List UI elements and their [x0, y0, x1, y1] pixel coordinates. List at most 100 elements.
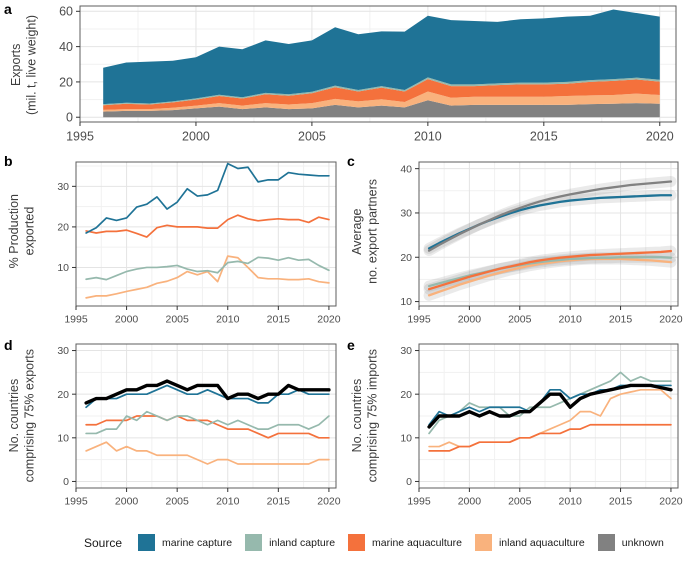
legend-item-unknown: unknown — [597, 534, 664, 551]
panel-c: c Average no. export partners 1995 2000 20… — [343, 148, 685, 332]
svg-text:2015: 2015 — [609, 496, 633, 508]
chart-c-average-export-partners: 1995 2000 2005 2010 2015 2020 10 20 30 40 — [400, 161, 683, 326]
svg-text:2005: 2005 — [165, 496, 189, 508]
svg-text:40: 40 — [400, 163, 412, 175]
svg-text:2000: 2000 — [115, 496, 139, 508]
legend-item-marine-aquaculture: marine aquaculture — [348, 534, 462, 551]
chart-b-percent-production-exported: 1995 2000 2005 2010 2015 2020 10 20 30 — [57, 161, 341, 326]
panel-letter-b: b — [4, 153, 13, 169]
svg-text:2010: 2010 — [216, 314, 240, 326]
y-axis-title-line: No. countries — [7, 379, 22, 453]
y-axis-title-line: No. countries — [350, 379, 365, 453]
panel-d-y-axis-title: No. countries comprising 75% exports — [7, 349, 38, 500]
svg-text:2015: 2015 — [267, 496, 291, 508]
panel-a-y-axis-title: Exports (mil. t, live weight) — [9, 15, 40, 133]
panel-a: a Exports (mil. t, live weight) 1995 2000… — [0, 0, 685, 148]
legend: Source marine capture inland capture mar… — [0, 518, 685, 567]
legend-swatch-marine-aquaculture — [348, 534, 366, 551]
panel-letter-e: e — [347, 337, 355, 353]
svg-text:1995: 1995 — [407, 314, 431, 326]
svg-text:2000: 2000 — [458, 496, 482, 508]
svg-text:10: 10 — [400, 296, 412, 308]
y-axis-title-line: % Production — [7, 193, 22, 269]
legend-item-marine-capture: marine capture — [138, 534, 232, 551]
svg-text:0: 0 — [406, 476, 412, 488]
y-axis-title-line: (mil. t, live weight) — [25, 14, 39, 116]
y-axis-title-line: exported — [23, 206, 37, 256]
panel-letter-a: a — [4, 1, 12, 17]
svg-text:30: 30 — [57, 345, 69, 357]
panel-b-y-axis: b % Production exported — [0, 148, 46, 332]
y-axis-title-line: Average — [350, 207, 365, 255]
svg-text:0: 0 — [63, 476, 69, 488]
legend-swatch-marine-capture — [138, 534, 156, 551]
svg-text:20: 20 — [400, 252, 412, 264]
svg-text:2005: 2005 — [298, 130, 326, 144]
svg-text:1995: 1995 — [66, 130, 94, 144]
panel-b-y-axis-title: % Production exported — [7, 194, 38, 286]
svg-text:2015: 2015 — [530, 130, 558, 144]
svg-text:20: 20 — [57, 389, 69, 401]
svg-text:2005: 2005 — [508, 314, 532, 326]
svg-text:2000: 2000 — [182, 130, 210, 144]
chart-e-countries-75pct-imports: 1995 2000 2005 2010 2015 2020 0 10 20 30 — [400, 343, 683, 508]
svg-text:2010: 2010 — [558, 314, 582, 326]
legend-label: inland capture — [269, 536, 336, 549]
svg-text:2020: 2020 — [317, 496, 341, 508]
y-axis-title-line: no. export partners — [366, 178, 380, 284]
legend-swatch-unknown — [597, 534, 615, 551]
svg-text:1995: 1995 — [407, 496, 431, 508]
svg-text:2010: 2010 — [414, 130, 442, 144]
panel-a-y-axis: a Exports (mil. t, live weight) — [0, 0, 50, 148]
panel-e: e No. countries comprising 75% imports 1… — [343, 332, 685, 518]
panel-letter-c: c — [347, 153, 355, 169]
svg-text:2000: 2000 — [115, 314, 139, 326]
chart-d-countries-75pct-exports: 1995 2000 2005 2010 2015 2020 0 10 20 30 — [57, 343, 341, 508]
svg-text:20: 20 — [57, 222, 69, 234]
svg-text:40: 40 — [59, 40, 73, 54]
svg-text:60: 60 — [59, 5, 73, 19]
svg-text:2005: 2005 — [508, 496, 532, 508]
svg-text:2020: 2020 — [646, 130, 674, 144]
legend-title: Source — [84, 535, 123, 550]
svg-text:2020: 2020 — [317, 314, 341, 326]
legend-item-inland-aquaculture: inland aquaculture — [474, 534, 585, 551]
svg-text:2015: 2015 — [609, 314, 633, 326]
y-axis-title-line: comprising 75% exports — [23, 349, 37, 483]
svg-text:0: 0 — [66, 111, 73, 125]
svg-text:30: 30 — [400, 208, 412, 220]
panel-d: d No. countries comprising 75% exports 1… — [0, 332, 343, 518]
y-axis-title-line: Exports — [9, 43, 24, 87]
y-axis-title-line: comprising 75% imports — [366, 349, 380, 483]
panel-letter-d: d — [4, 337, 13, 353]
svg-text:20: 20 — [400, 389, 412, 401]
svg-text:10: 10 — [400, 432, 412, 444]
legend-label: marine capture — [162, 536, 233, 549]
panel-e-y-axis-title: No. countries comprising 75% imports — [350, 349, 381, 500]
svg-text:1995: 1995 — [64, 496, 88, 508]
chart-a-exports-stacked-area: 1995 2000 2005 2010 2015 2020 0 20 40 60 — [59, 5, 677, 144]
panel-e-y-axis: e No. countries comprising 75% imports — [343, 332, 389, 518]
svg-text:30: 30 — [57, 181, 69, 193]
svg-text:2020: 2020 — [659, 496, 683, 508]
svg-text:2010: 2010 — [558, 496, 582, 508]
legend-label: inland aquaculture — [498, 536, 585, 549]
panel-c-y-axis-title: Average no. export partners — [350, 179, 381, 302]
legend-swatch-inland-capture — [245, 534, 263, 551]
svg-text:10: 10 — [57, 432, 69, 444]
svg-text:2020: 2020 — [659, 314, 683, 326]
svg-text:10: 10 — [57, 262, 69, 274]
svg-text:2000: 2000 — [458, 314, 482, 326]
panel-d-y-axis: d No. countries comprising 75% exports — [0, 332, 46, 518]
svg-text:2005: 2005 — [165, 314, 189, 326]
svg-text:1995: 1995 — [64, 314, 88, 326]
svg-text:2015: 2015 — [267, 314, 291, 326]
legend-item-inland-capture: inland capture — [245, 534, 335, 551]
row-b-c: b % Production exported 1995 2000 2005 2010… — [0, 148, 685, 332]
legend-label: unknown — [621, 536, 664, 549]
row-d-e: d No. countries comprising 75% exports 1… — [0, 332, 685, 518]
legend-label: marine aquaculture — [372, 536, 462, 549]
legend-swatch-inland-aquaculture — [474, 534, 492, 551]
panel-b: b % Production exported 1995 2000 2005 2010… — [0, 148, 343, 332]
